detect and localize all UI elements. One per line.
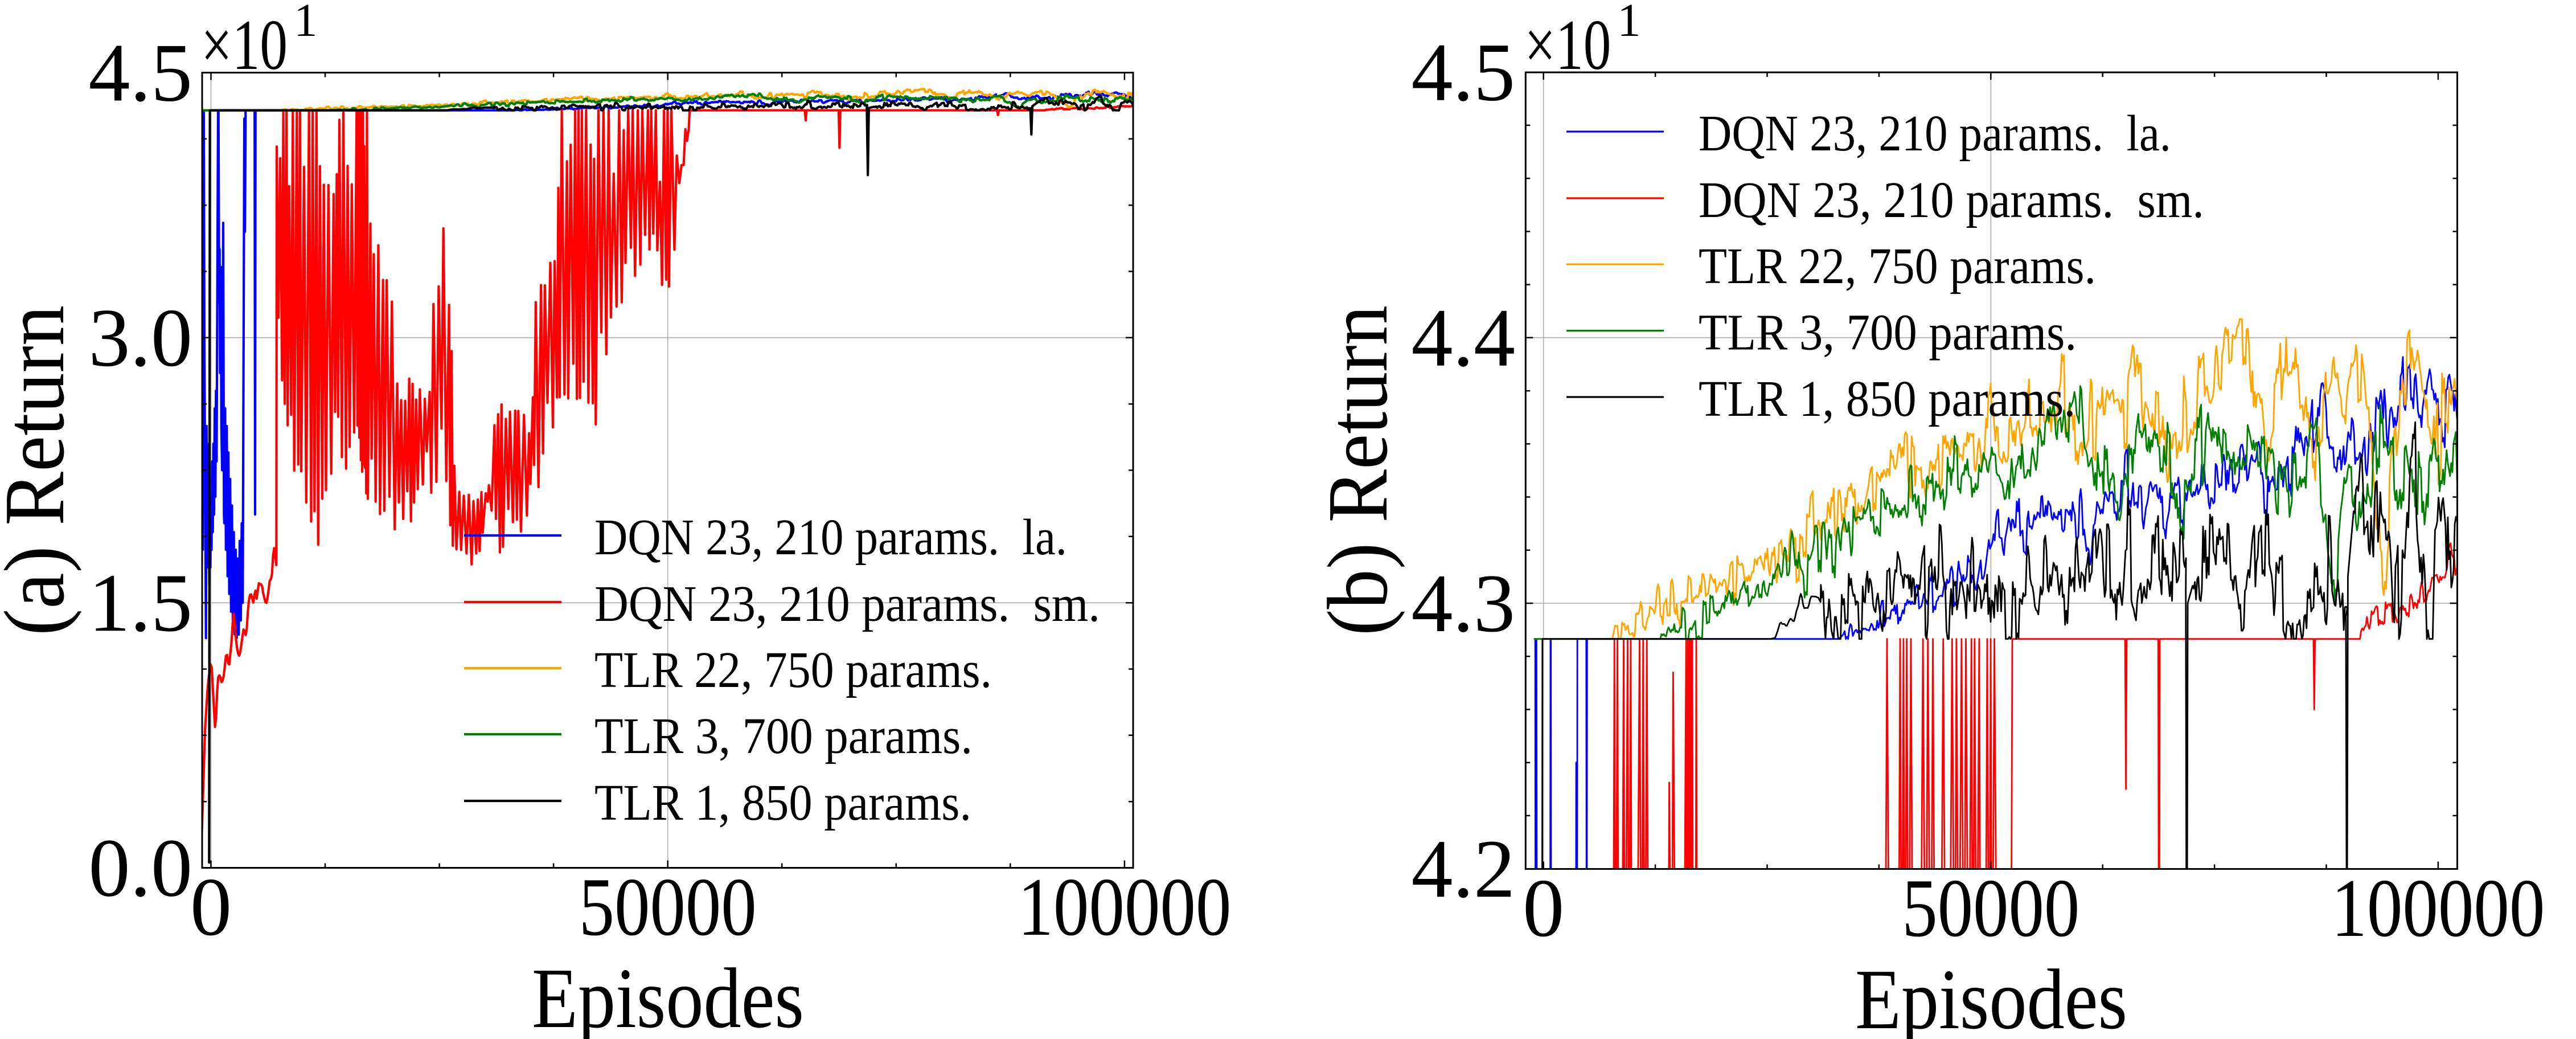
- svg-text:4.2: 4.2: [1412, 823, 1516, 915]
- svg-text:3.0: 3.0: [89, 292, 193, 384]
- svg-text:1: 1: [1617, 0, 1641, 46]
- svg-text:0: 0: [1523, 862, 1564, 954]
- svg-text:TLR 1, 850 params.: TLR 1, 850 params.: [1699, 371, 2075, 427]
- svg-text:TLR 1, 850 params.: TLR 1, 850 params.: [594, 775, 971, 831]
- svg-text:TLR 22, 750 params.: TLR 22, 750 params.: [1699, 238, 2096, 294]
- svg-text:50000: 50000: [579, 861, 757, 953]
- svg-text:TLR 3, 700 params.: TLR 3, 700 params.: [594, 708, 973, 764]
- svg-text:DQN 23, 210 params. la.: DQN 23, 210 params. la.: [594, 509, 1067, 566]
- svg-text:×10: ×10: [1524, 6, 1611, 85]
- svg-text:0.0: 0.0: [89, 822, 193, 914]
- svg-text:4.4: 4.4: [1412, 292, 1516, 384]
- svg-text:DQN 23, 210 params. la.: DQN 23, 210 params. la.: [1699, 105, 2171, 162]
- svg-text:100000: 100000: [2331, 862, 2545, 954]
- svg-text:Episodes: Episodes: [532, 950, 804, 1039]
- svg-text:1.5: 1.5: [89, 557, 193, 649]
- svg-text:TLR 3, 700 params.: TLR 3, 700 params.: [1699, 305, 2077, 361]
- svg-text:DQN 23, 210 params. sm.: DQN 23, 210 params. sm.: [1699, 172, 2204, 228]
- svg-text:(a) Return: (a) Return: [0, 305, 82, 636]
- svg-text:4.5: 4.5: [1412, 26, 1516, 118]
- svg-text:50000: 50000: [1902, 862, 2079, 954]
- svg-text:(b) Return: (b) Return: [1310, 305, 1405, 636]
- svg-text:100000: 100000: [1018, 861, 1231, 953]
- svg-text:Episodes: Episodes: [1855, 951, 2127, 1039]
- svg-text:0: 0: [190, 861, 232, 953]
- svg-text:DQN 23, 210 params. sm.: DQN 23, 210 params. sm.: [594, 576, 1100, 632]
- svg-text:1: 1: [294, 0, 318, 46]
- svg-text:4.3: 4.3: [1412, 557, 1516, 649]
- svg-text:×10: ×10: [201, 6, 288, 85]
- svg-text:4.5: 4.5: [89, 27, 193, 119]
- svg-text:TLR 22, 750 params.: TLR 22, 750 params.: [594, 642, 992, 698]
